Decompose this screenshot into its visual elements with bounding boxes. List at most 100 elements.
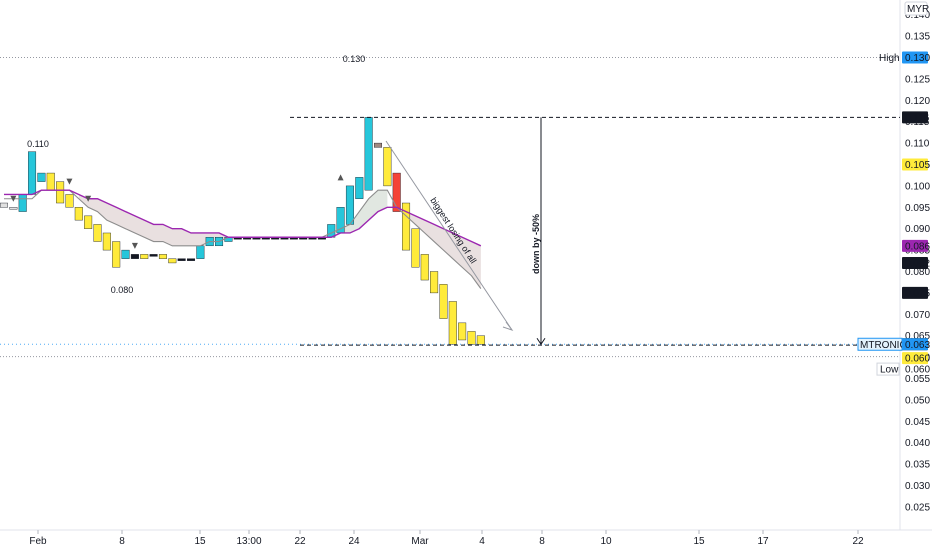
price-value-label: 0.060 [905,354,930,365]
time-tick-label: 8 [119,536,125,547]
time-tick-label: Mar [411,536,429,547]
candle-bar [9,207,18,210]
candle-bar [37,172,46,182]
low-tag-label: Low [880,365,899,376]
left-high-annotation: 0.110 [27,139,49,149]
price-tick-label: 0.035 [905,460,930,471]
candle-bar [476,335,485,345]
time-tick-label: Feb [29,536,47,547]
price-value-box [902,51,928,64]
time-tick-label: 24 [348,536,360,547]
low-value-label: 0.060 [905,365,930,376]
price-value-label: 0.116 [905,113,930,124]
currency-label: MYR [907,4,929,15]
candle-bar [402,202,411,251]
ma-band-bearish [396,207,481,289]
high-tag-label: High [879,53,900,64]
candle-bar [158,254,167,259]
price-tick-label: 0.110 [905,139,930,150]
candle-bar [102,232,111,251]
symbol-tag-label: MTRONIC [860,340,907,351]
candle-bar [46,172,55,191]
ma-line-purple [4,189,482,247]
price-value-box [902,158,928,171]
candle-bar [112,241,121,268]
candle-bar [18,194,27,212]
price-tick-label: 0.090 [905,224,930,235]
price-value-box [902,256,928,269]
candle-bar [355,177,364,199]
price-tick-label: 0.030 [905,481,930,492]
candle-bar [28,151,37,195]
low-tag-box [876,362,900,376]
signal-triangle-marker [66,178,73,185]
candle-bar [458,322,467,341]
high-annotation: 0.130 [343,54,366,64]
signal-triangle-marker [131,242,138,249]
candle-bar [420,254,429,281]
chart-grid [0,0,932,531]
candle-bar [168,258,177,264]
time-tick-label: 22 [294,536,306,547]
candle-bar [383,147,392,187]
price-value-label: 0.130 [905,53,930,64]
price-value-box [902,239,928,252]
price-tick-label: 0.140 [905,10,930,21]
currency-box [904,1,928,16]
signal-triangle-marker [10,195,17,202]
candle-bar [364,117,373,191]
candle-bar [186,258,195,261]
candle-bar [84,215,93,229]
candle-bar [374,142,383,148]
price-tick-label: 0.135 [905,32,930,43]
price-tick-label: 0.045 [905,417,930,428]
time-tick-label: 22 [852,536,864,547]
time-tick-label: 8 [539,536,545,547]
candle-bar [121,249,130,259]
time-tick-label: 17 [757,536,769,547]
price-tick-label: 0.125 [905,74,930,85]
candle-bar [149,254,158,257]
price-tick-label: 0.025 [905,502,930,513]
price-value-label: 0.075 [905,288,930,299]
measure-text-annotation: down by -50% [531,214,541,274]
candle-bar [56,181,65,204]
candle-bar [74,207,83,221]
time-tick-label: 10 [600,536,612,547]
moving-average-lines [4,189,482,289]
price-tick-label: 0.040 [905,438,930,449]
candle-bar [130,254,139,259]
price-tick-label: 0.065 [905,331,930,342]
time-axis[interactable]: Feb 8 15 13:00 22 24 Mar 4 8 10 15 17 22 [29,530,864,547]
candle-bar [411,228,420,268]
candle-bar [439,284,448,319]
price-tick-label: 0.095 [905,203,930,214]
measure-arrowhead [536,337,546,346]
price-tick-label: 0.055 [905,374,930,385]
candle-bar [177,258,186,261]
price-value-label: 0.082 [905,258,930,269]
price-value-label: 0.086 [905,241,930,252]
candle-bars [0,117,485,345]
price-value-box [902,286,928,299]
candle-bar [467,331,476,345]
price-tick-label: 0.100 [905,181,930,192]
trend-arrowhead [502,321,514,331]
time-tick-label: 15 [194,536,206,547]
signal-triangle-marker [337,174,344,181]
price-value-label: 0.105 [905,160,930,171]
price-tick-label: 0.120 [905,96,930,107]
candle-bar [392,172,401,212]
price-value-box [902,111,928,124]
price-value-box [902,338,928,351]
time-tick-label: 13:00 [236,536,261,547]
ma-fill-bands [78,190,481,289]
price-axis[interactable]: 0.1400.1350.1300.1250.1200.1150.1100.105… [857,1,930,513]
candle-bar [65,194,74,208]
price-tick-label: 0.080 [905,267,930,278]
candle-bar [430,271,439,294]
candle-bar [448,301,457,345]
candle-bar [0,202,8,208]
candle-bar [93,224,102,242]
